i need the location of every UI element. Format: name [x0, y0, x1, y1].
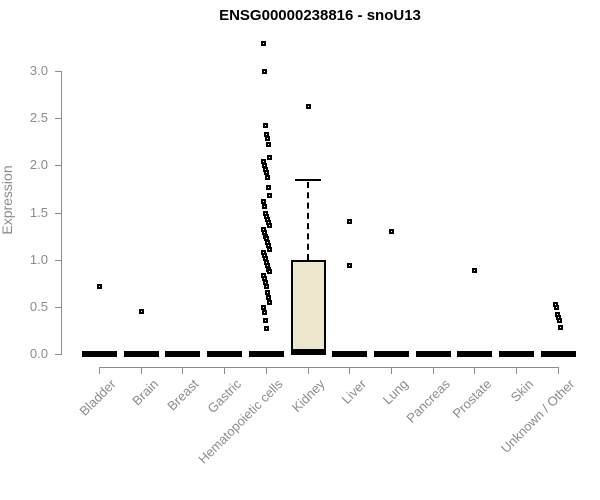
data-point — [264, 170, 269, 175]
data-point — [347, 219, 352, 224]
y-axis-tick-label: 0.0 — [29, 346, 48, 361]
data-point — [267, 247, 272, 252]
y-axis-line — [61, 71, 62, 355]
x-axis-category-label: Gastric — [204, 376, 244, 417]
whisker — [307, 182, 309, 260]
data-point — [262, 310, 267, 315]
y-axis-tick-label: 3.0 — [29, 63, 48, 78]
x-axis-tick — [391, 367, 392, 374]
data-point — [267, 300, 272, 305]
median-bar — [290, 349, 326, 355]
x-axis-tick — [433, 367, 434, 374]
median-bar — [373, 351, 409, 357]
plot-title: ENSG00000238816 - snoU13 — [219, 7, 421, 24]
x-axis-category-label: Brain — [128, 376, 161, 409]
data-point — [262, 69, 267, 74]
y-axis-tick — [55, 260, 61, 261]
x-axis-tick — [182, 367, 183, 374]
y-axis-tick — [55, 71, 61, 72]
data-point — [266, 142, 271, 147]
data-point — [261, 199, 266, 204]
y-axis-tick-label: 2.5 — [29, 110, 48, 125]
y-axis-tick-label: 0.5 — [29, 299, 48, 314]
median-bar — [164, 351, 200, 357]
y-axis-tick-label: 1.5 — [29, 205, 48, 220]
data-point — [347, 263, 352, 268]
x-axis-tick — [516, 367, 517, 374]
data-point — [306, 104, 311, 109]
data-point — [267, 193, 272, 198]
x-axis-category-label: Prostate — [449, 376, 494, 422]
data-point — [389, 229, 394, 234]
data-point — [265, 175, 270, 180]
data-point — [262, 204, 267, 209]
y-axis-tick-label: 1.0 — [29, 252, 48, 267]
data-point — [265, 136, 270, 141]
data-point — [266, 185, 271, 190]
x-axis-category-label: Hematopoietic cells — [195, 376, 286, 467]
median-bar — [123, 351, 159, 357]
data-point — [263, 123, 268, 128]
whisker-cap — [295, 179, 321, 182]
x-axis-tick — [99, 367, 100, 374]
x-axis-tick — [266, 367, 267, 374]
x-axis-tick — [349, 367, 350, 374]
data-point — [558, 325, 563, 330]
y-axis-tick — [55, 307, 61, 308]
x-axis-line — [99, 367, 559, 368]
data-point — [472, 268, 477, 273]
data-point — [261, 41, 266, 46]
x-axis-category-label: Pancreas — [403, 376, 453, 426]
x-axis-category-label: Bladder — [76, 376, 119, 419]
data-point — [265, 290, 270, 295]
median-bar — [456, 351, 492, 357]
x-axis-tick — [474, 367, 475, 374]
y-axis-tick — [55, 118, 61, 119]
data-point — [263, 318, 268, 323]
x-axis-category-label: Skin — [507, 376, 536, 405]
data-point — [97, 284, 102, 289]
x-axis-tick — [141, 367, 142, 374]
data-point — [261, 305, 266, 310]
data-point — [139, 309, 144, 314]
x-axis-tick — [558, 367, 559, 374]
y-axis-tick — [55, 354, 61, 355]
median-bar — [248, 351, 284, 357]
median-bar — [331, 351, 367, 357]
data-point — [554, 305, 559, 310]
y-axis-tick-label: 2.0 — [29, 157, 48, 172]
data-point — [264, 326, 269, 331]
y-axis-tick — [55, 213, 61, 214]
y-axis-tick — [55, 165, 61, 166]
box — [290, 259, 326, 352]
data-point — [267, 269, 272, 274]
median-bar — [498, 351, 534, 357]
x-axis-tick — [224, 367, 225, 374]
median-bar — [540, 351, 576, 357]
x-axis-category-label: Liver — [338, 376, 369, 407]
data-point — [266, 295, 271, 300]
x-axis-category-label: Unknown / Other — [498, 376, 578, 456]
data-point — [557, 318, 562, 323]
data-point — [267, 155, 272, 160]
median-bar — [415, 351, 451, 357]
median-bar — [206, 351, 242, 357]
data-point — [264, 284, 269, 289]
x-axis-category-label: Lung — [379, 376, 411, 408]
y-axis-title: Expression — [0, 165, 15, 235]
x-axis-category-label: Breast — [164, 376, 202, 414]
x-axis-tick — [308, 367, 309, 374]
data-point — [267, 223, 272, 228]
x-axis-category-label: Kidney — [289, 376, 328, 416]
median-bar — [81, 351, 117, 357]
